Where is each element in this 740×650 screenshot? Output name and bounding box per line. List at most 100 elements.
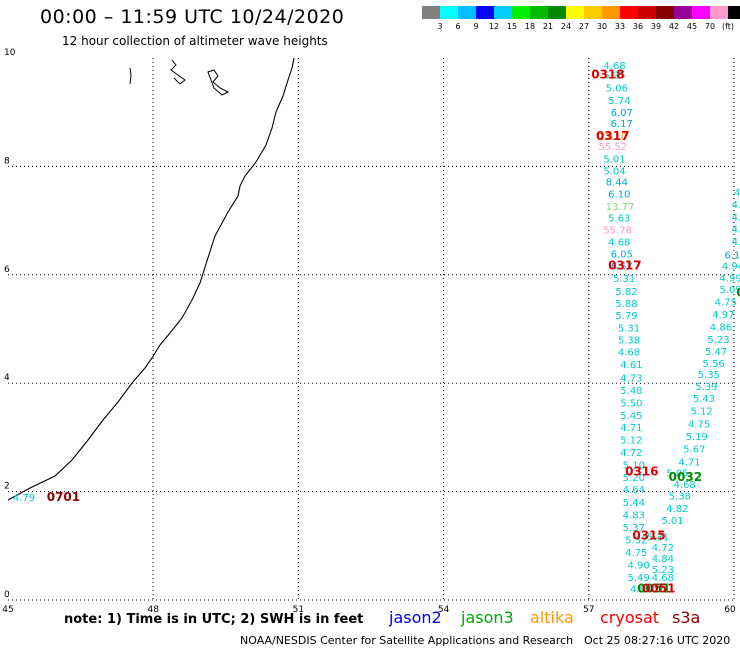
chart-subtitle: 12 hour collection of altimeter wave hei… xyxy=(62,34,328,48)
legend-color-swatch xyxy=(656,6,674,19)
legend-tick-label: 33 xyxy=(615,22,625,31)
legend-tick-label: 6 xyxy=(455,22,460,31)
wave-height-label: 4.79 xyxy=(13,493,35,504)
legend-color-swatch xyxy=(692,6,710,19)
wave-height-labels: 4.685.255.065.746.076.1727.1055.525.015.… xyxy=(13,61,740,596)
legend-tick-label: 45 xyxy=(687,22,697,31)
legend-color-swatch xyxy=(494,6,512,19)
wave-height-label: 6.17 xyxy=(611,119,633,130)
legend-color-swatch xyxy=(620,6,638,19)
wave-height-label: 4.83 xyxy=(623,511,645,522)
wave-height-label: 5.74 xyxy=(608,96,630,107)
wave-height-label: 6.10 xyxy=(608,189,630,200)
wave-height-label: 5.10 xyxy=(623,460,645,471)
axis-tick-labels: 45 48 51 54 57 60 0 2 4 6 8 10 xyxy=(2,48,736,615)
x-tick-label: 54 xyxy=(438,605,450,615)
legend-tick-label: 15 xyxy=(507,22,517,31)
time-label: 0318 xyxy=(591,68,624,82)
wave-height-label: 5.23 xyxy=(652,565,674,576)
legend-tick-label: 30 xyxy=(597,22,607,31)
satellite-legend-s3a: s3a xyxy=(672,608,701,627)
legend-tick-label: 70 xyxy=(705,22,715,31)
wave-height-label: 5.09 xyxy=(719,285,740,296)
wave-height-label: 5.56 xyxy=(703,359,725,370)
wave-height-label: 5.07 xyxy=(642,584,664,595)
wave-height-label: 5.20 xyxy=(623,473,645,484)
y-tick-label: 4 xyxy=(4,373,10,383)
legend-color-swatch xyxy=(530,6,548,19)
wave-height-label: 5.82 xyxy=(615,287,637,298)
legend-color-swatch xyxy=(566,6,584,19)
wave-height-label: 5.48 xyxy=(620,386,642,397)
satellite-legend-altika: altika xyxy=(530,608,574,627)
wave-height-label: 4.68 xyxy=(674,480,696,491)
legend-color-swatch xyxy=(710,6,728,19)
legend-tick-label: 27 xyxy=(579,22,589,31)
wave-height-label: 4.75 xyxy=(625,548,647,559)
wave-height-label: 5.19 xyxy=(686,432,708,443)
wave-height-label: 4.82 xyxy=(666,504,688,515)
chart-title: 00:00 – 11:59 UTC 10/24/2020 xyxy=(40,6,345,28)
coastline-path xyxy=(7,57,295,501)
time-label: 0701 xyxy=(47,490,80,504)
legend-color-swatch xyxy=(458,6,476,19)
wave-height-label: 5.67 xyxy=(683,445,705,456)
legend-tick-label: 39 xyxy=(651,22,661,31)
wave-height-label: 5.44 xyxy=(623,498,645,509)
y-tick-label: 6 xyxy=(4,265,10,275)
wave-height-label: 5.23 xyxy=(707,335,729,346)
wave-height-label: 5.43 xyxy=(693,394,715,405)
wave-height-label: 55.78 xyxy=(603,226,632,237)
wave-height-label: 4. xyxy=(734,188,740,199)
time-label: 0317 xyxy=(608,258,641,272)
legend-tick-label: 42 xyxy=(669,22,679,31)
wave-height-label: 27.10 xyxy=(598,132,627,143)
wave-height-label: 5.01 xyxy=(661,516,683,527)
y-tick-label: 8 xyxy=(4,156,10,166)
x-tick-label: 45 xyxy=(2,605,13,615)
legend-tick-label: (ft) xyxy=(722,22,734,31)
satellite-legend-cryosat: cryosat xyxy=(600,608,660,627)
x-tick-label: 57 xyxy=(583,605,594,615)
time-label: 0032 xyxy=(669,470,702,484)
wave-height-label: 4.71 xyxy=(620,423,642,434)
legend-tick-label: 24 xyxy=(561,22,571,31)
legend-tick-label: 12 xyxy=(489,22,499,31)
wave-height-label: 4.64 xyxy=(623,485,645,496)
wave-height-label: 4.8 xyxy=(732,225,740,236)
wave-height-label: 5.45 xyxy=(620,411,642,422)
wave-height-label: 4.94 xyxy=(722,261,740,272)
wave-height-label: 5.88 xyxy=(615,299,637,310)
legend-color-swatch xyxy=(674,6,692,19)
footnote: note: 1) Time is in UTC; 2) SWH is in fe… xyxy=(64,612,364,627)
satellite-legend-jason2: jason2 xyxy=(389,608,442,627)
legend-color-swatch xyxy=(512,6,530,19)
wave-height-label: 5.12 xyxy=(620,435,642,446)
wave-height-label: 5.31 xyxy=(613,274,635,285)
generated-timestamp: Oct 25 08:27:16 UTC 2020 xyxy=(584,634,731,647)
wave-height-label: 5.06 xyxy=(606,84,628,95)
legend-tick-label: 36 xyxy=(633,22,643,31)
island-path xyxy=(129,67,132,85)
island-path xyxy=(207,69,230,96)
wave-height-label: 6.05 xyxy=(611,249,633,260)
legend-color-swatch xyxy=(440,6,458,19)
wave-height-label: 6.17 xyxy=(724,251,740,262)
wave-height-label: 4.68 xyxy=(652,573,674,584)
wave-height-label: 5.05 xyxy=(666,468,688,479)
island-path xyxy=(170,59,186,85)
legend-color-swatch xyxy=(476,6,494,19)
wave-height-label: 5.12 xyxy=(690,407,712,418)
legend-color-swatch xyxy=(602,6,620,19)
wave-height-label: 4.68 xyxy=(603,61,625,72)
wave-height-label: 5.31 xyxy=(618,324,640,335)
agency-credit: NOAA/NESDIS Center for Satellite Applica… xyxy=(240,634,574,647)
legend-tick-label: 21 xyxy=(543,22,553,31)
legend-color-swatch xyxy=(548,6,566,19)
wave-height-label: 6.07 xyxy=(611,108,633,119)
wave-height-label: 4.75 xyxy=(688,420,710,431)
wave-height-label: 5.38 xyxy=(618,336,640,347)
satellite-legend-jason3: jason3 xyxy=(461,608,514,627)
wave-height-label: 4.72 xyxy=(620,448,642,459)
